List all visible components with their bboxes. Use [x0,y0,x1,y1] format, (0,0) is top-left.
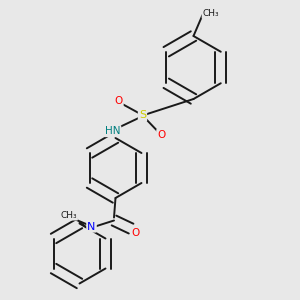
Text: CH₃: CH₃ [202,9,219,18]
Text: HN: HN [105,126,120,136]
Text: O: O [157,130,166,140]
Text: S: S [139,110,146,121]
Text: N: N [87,221,96,232]
Text: CH₃: CH₃ [60,211,77,220]
Text: O: O [114,95,123,106]
Text: O: O [132,227,140,238]
